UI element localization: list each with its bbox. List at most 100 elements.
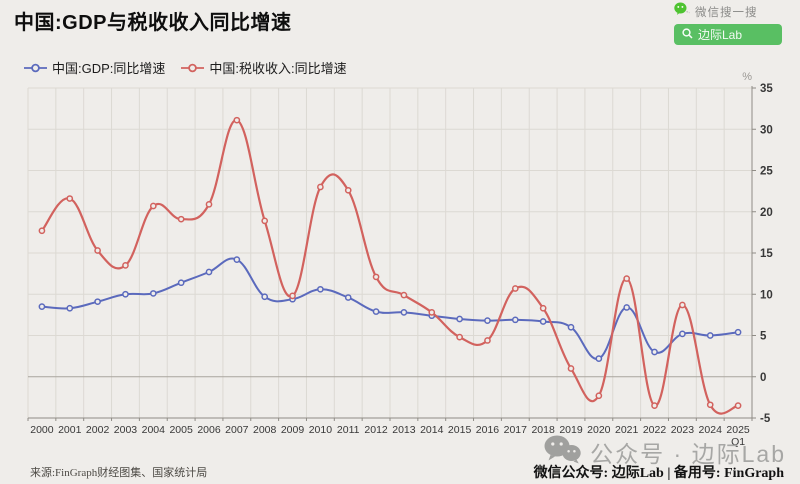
data-point <box>706 401 714 409</box>
data-point <box>261 293 269 301</box>
y-axis-labels: -5 0 5 10 15 20 25 30 35 <box>760 83 773 425</box>
data-point <box>344 186 352 194</box>
svg-text:2020: 2020 <box>587 424 611 436</box>
svg-text:5: 5 <box>760 331 767 343</box>
data-point <box>651 348 658 356</box>
wechat-logo-icon <box>674 2 690 21</box>
watermark: 公众号 · 边际Lab <box>542 434 786 469</box>
svg-text:35: 35 <box>760 83 773 95</box>
legend-item-gdp[interactable]: 中国:GDP:同比增速 <box>24 58 165 77</box>
svg-text:2006: 2006 <box>197 424 221 436</box>
svg-text:2005: 2005 <box>169 424 193 436</box>
gridlines <box>27 87 753 419</box>
data-point <box>595 392 603 400</box>
source-note: 来源:FinGraph财经图集、国家统计局 <box>30 467 208 479</box>
data-point <box>400 291 408 299</box>
legend-marker <box>24 63 47 72</box>
data-point <box>623 304 631 311</box>
svg-text:2001: 2001 <box>58 424 82 436</box>
data-point <box>511 285 519 292</box>
svg-text:0: 0 <box>760 372 766 384</box>
wechat-search-query: 边际Lab <box>698 28 743 42</box>
data-point <box>484 337 491 344</box>
data-point <box>317 285 324 293</box>
data-point <box>539 318 547 325</box>
svg-text:Q1: Q1 <box>731 436 745 448</box>
data-point <box>205 200 213 208</box>
data-point <box>205 268 213 276</box>
wechat-search-box[interactable]: 边际Lab <box>674 24 782 45</box>
svg-text:2002: 2002 <box>86 424 110 436</box>
svg-text:2017: 2017 <box>504 424 528 436</box>
data-point <box>734 402 742 409</box>
svg-text:10: 10 <box>760 289 773 301</box>
wechat-search-label: 微信搜一搜 <box>695 6 758 19</box>
wechat-bubbles-icon <box>542 434 582 469</box>
svg-text:30: 30 <box>760 124 773 136</box>
data-point <box>428 309 436 316</box>
data-point <box>122 262 129 269</box>
account-footer: 微信公众号: 边际Lab | 备用号: FinGraph <box>533 466 784 481</box>
data-point <box>177 215 185 223</box>
svg-text:2021: 2021 <box>615 424 639 436</box>
svg-text:2022: 2022 <box>643 424 667 436</box>
data-point <box>149 290 157 297</box>
wechat-search-widget: 微信搜一搜 边际Lab <box>674 2 782 45</box>
data-point <box>149 202 157 210</box>
watermark-text: 公众号 · 边际Lab <box>590 440 786 467</box>
svg-text:20: 20 <box>760 207 773 219</box>
data-point <box>623 275 631 282</box>
svg-text:15: 15 <box>760 248 773 260</box>
svg-text:2007: 2007 <box>225 424 249 436</box>
svg-text:-5: -5 <box>760 413 771 425</box>
data-point <box>456 315 463 323</box>
svg-text:2009: 2009 <box>281 424 305 436</box>
page-title: 中国:GDP与税收收入同比增速 <box>14 12 292 34</box>
wechat-search-header: 微信搜一搜 <box>674 2 782 21</box>
data-point <box>233 256 241 263</box>
svg-text:2016: 2016 <box>476 424 500 436</box>
data-point <box>66 304 74 312</box>
data-point <box>317 183 324 191</box>
data-point <box>38 303 46 310</box>
data-point <box>261 217 269 225</box>
svg-text:2013: 2013 <box>392 424 416 436</box>
data-point <box>484 317 491 324</box>
data-point <box>400 309 408 316</box>
data-point <box>38 227 46 235</box>
svg-text:2019: 2019 <box>559 424 583 436</box>
data-point <box>372 273 380 281</box>
svg-text:2015: 2015 <box>448 424 472 436</box>
svg-text:%: % <box>742 71 752 83</box>
axes: % <box>27 71 756 421</box>
x-axis-labels: 2000 2001 2002 2003 2004 2005 2006 2007 2008 2009… <box>30 424 750 448</box>
svg-text:2024: 2024 <box>699 424 723 436</box>
data-point <box>734 328 742 336</box>
data-point <box>511 316 519 324</box>
legend-label: 中国:税收收入:同比增速 <box>209 61 347 76</box>
legend-label: 中国:GDP:同比增速 <box>52 61 166 76</box>
data-point <box>94 247 101 254</box>
svg-text:2011: 2011 <box>337 424 360 436</box>
svg-text:25: 25 <box>760 166 773 178</box>
data-point <box>679 330 686 338</box>
series-tax <box>38 116 742 415</box>
svg-text:2025: 2025 <box>726 424 750 436</box>
svg-text:2023: 2023 <box>671 424 695 436</box>
legend-item-tax[interactable]: 中国:税收收入:同比增速 <box>181 58 347 77</box>
data-point <box>595 355 603 362</box>
data-point <box>344 294 352 301</box>
svg-text:2008: 2008 <box>253 424 277 436</box>
data-point <box>567 365 575 372</box>
data-point <box>66 195 74 202</box>
data-point <box>706 332 714 339</box>
data-point <box>94 298 101 306</box>
svg-text:2000: 2000 <box>30 424 54 436</box>
svg-text:2004: 2004 <box>142 424 166 436</box>
data-point <box>567 323 575 331</box>
legend-marker <box>181 63 205 72</box>
data-point <box>233 116 241 124</box>
